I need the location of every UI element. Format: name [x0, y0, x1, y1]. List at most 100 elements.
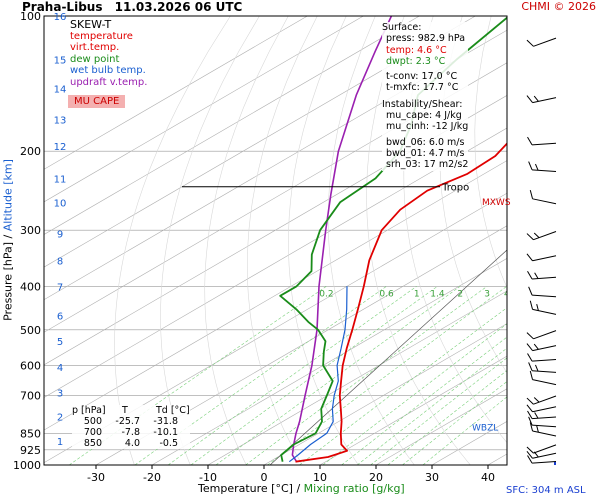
instab-mu-cape: mu_cape: 4 J/kg — [386, 110, 462, 122]
mixing-ratio-label: 0.6 — [379, 289, 394, 299]
dry-adiabat — [474, 16, 507, 289]
pressure-tick-label: 100 — [20, 10, 41, 23]
wind-barb — [527, 271, 557, 280]
isotherm-line — [95, 225, 507, 465]
legend-title: SKEW-T — [70, 18, 112, 31]
wind-barb — [529, 190, 557, 205]
pressure-tick-label: 400 — [20, 280, 41, 293]
isotherm-label: -80 °C — [564, 24, 592, 34]
altitude-tick-label: 6 — [57, 312, 63, 323]
wind-barb — [527, 353, 557, 362]
pressure-tick-label: 200 — [20, 145, 41, 158]
shear-srh03: srh_03: 17 m2/s2 — [386, 159, 469, 171]
mixing-ratio-label: 6 — [533, 289, 539, 299]
temperature-tick-label: -30 — [87, 471, 105, 484]
table-row: 700 -7.8 -10.1 — [83, 427, 178, 438]
isotherm-line — [44, 95, 507, 366]
copyright: CHMI © 2026 — [521, 0, 596, 13]
wbzl-label: WBZL — [472, 423, 498, 433]
isotherm-line — [487, 453, 507, 465]
mixing-ratio-label: 14 — [594, 289, 600, 299]
surface-tconv: t-conv: 17.0 °C — [386, 71, 458, 83]
altitude-tick-label: 3 — [57, 389, 63, 400]
altitude-tick-label: 8 — [57, 256, 63, 267]
surface-dwpt: dwpt: 2.3 °C — [386, 55, 446, 67]
wet-bulb-line — [288, 286, 348, 463]
isotherm-line — [207, 290, 507, 465]
x-axis-title-separator: / — [296, 482, 301, 495]
mixing-ratio-line — [402, 381, 507, 465]
reference-line — [269, 249, 507, 465]
altitude-tick-label: 14 — [54, 84, 67, 95]
isotherm-line — [319, 355, 507, 465]
station-title: Praha-Libus 11.03.2026 06 UTC — [22, 0, 242, 14]
y-axis-title-altitude: Altitude [km] — [1, 159, 15, 232]
temperature-tick-label: 0 — [261, 471, 268, 484]
mixing-ratio-line — [267, 286, 507, 465]
wind-barb — [528, 286, 557, 298]
wind-barb — [528, 362, 557, 373]
wind-barb — [527, 455, 557, 464]
mixing-ratio-line — [190, 286, 438, 465]
pressure-tick-label: 300 — [20, 224, 41, 237]
isotherm-label: -40 — [554, 160, 569, 170]
pressure-tick-label: 700 — [20, 389, 41, 402]
wind-barb — [526, 330, 557, 340]
shear-bwd06: bwd_06: 6.0 m/s — [386, 136, 465, 148]
table-header-td: Td [°C] — [156, 405, 190, 416]
dry-adiabat — [204, 16, 289, 465]
table-row: 500 -25.7 -31.8 — [83, 416, 178, 427]
temperature-tick-label: 20 — [369, 471, 383, 484]
dry-adiabat — [160, 16, 260, 465]
altitude-tick-label: 13 — [54, 115, 67, 126]
level-table-header: p [hPa] T Td [°C] — [72, 405, 190, 416]
level-table: p [hPa] T Td [°C] 500 -25.7 -31.8 700 -7… — [72, 405, 190, 449]
pressure-tick-label: 600 — [20, 359, 41, 372]
dry-adiabat — [403, 16, 507, 444]
legend-item-wet-bulb: wet bulb temp. — [70, 65, 146, 76]
altitude-tick-label: 4 — [57, 363, 63, 374]
temperature-tick-label: 30 — [425, 471, 439, 484]
mxws-label: MXWS — [482, 198, 511, 208]
wind-barb — [526, 231, 557, 241]
mixing-ratio-line — [245, 286, 488, 465]
mixing-ratio-line — [322, 323, 507, 465]
sounding-time: 11.03.2026 06 UTC — [114, 0, 243, 14]
mixing-ratio-line — [215, 286, 461, 465]
dry-adiabat — [509, 16, 600, 465]
shear-bwd01: bwd_01: 4.7 m/s — [386, 147, 465, 159]
altitude-tick-label: 12 — [54, 142, 67, 153]
wind-barb — [526, 450, 557, 459]
isotherm-line — [151, 258, 507, 465]
mixing-ratio-line — [167, 286, 417, 465]
y-axis-title-separator: / — [1, 234, 15, 239]
isotherm-label: -50 — [549, 130, 564, 140]
mixing-ratio-label: 1 — [414, 289, 420, 299]
x-axis-title-mixing: Mixing ratio [g/kg] — [303, 482, 405, 495]
altitude-tick-label: 11 — [54, 174, 67, 185]
x-axis-title-temperature: Temperature [°C] — [198, 482, 293, 495]
temperature-tick-label: -20 — [143, 471, 161, 484]
wind-barb — [528, 161, 557, 172]
mixing-ratio-label: 10 — [568, 289, 580, 299]
station-name: Praha-Libus — [22, 0, 103, 14]
mixing-ratio-label: 3 — [484, 289, 490, 299]
isotherm-line — [375, 388, 507, 465]
surface-tmxfc: t-mxfc: 17.7 °C — [386, 82, 459, 94]
isotherm-label: -20 — [569, 217, 584, 227]
altitude-tick-label: 9 — [57, 229, 63, 240]
altitude-tick-label: 2 — [57, 413, 63, 424]
altitude-tick-label: 10 — [54, 198, 67, 209]
dry-adiabat — [574, 16, 600, 465]
pressure-tick-label: 850 — [20, 427, 41, 440]
surface-press: press: 982.9 hPa — [386, 33, 466, 45]
legend-item-virt-temp: virt.temp. — [70, 42, 120, 53]
wind-barb — [526, 395, 557, 405]
wind-barb — [529, 370, 557, 386]
dry-adiabat — [327, 16, 415, 465]
table-row: 850 4.0 -0.5 — [83, 438, 178, 449]
instab-mu-cinh: mu_cinh: -12 J/kg — [386, 121, 469, 133]
legend-item-dew-point: dew point — [70, 53, 120, 65]
isotherm-label: -10 °C — [567, 250, 595, 260]
temperature-tick-label: 40 — [481, 471, 495, 484]
